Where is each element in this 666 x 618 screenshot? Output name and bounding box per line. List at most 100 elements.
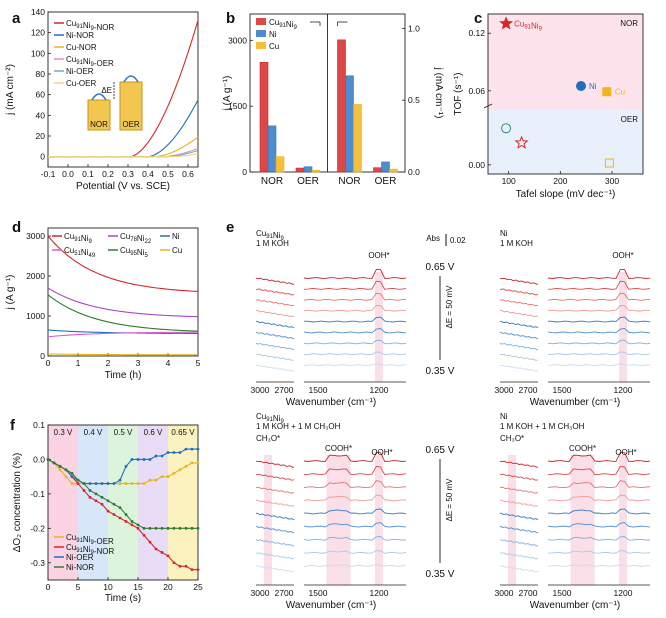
point-f <box>136 482 140 485</box>
spectrum-trace <box>303 305 407 312</box>
spectrum-title-electrolyte: 1 M KOH + 1 M CH₃OH <box>500 422 585 431</box>
y-tick-label-f: -0.2 <box>30 523 45 533</box>
y-tick-label-f: 0.1 <box>33 420 45 430</box>
band-ch3o <box>264 455 272 585</box>
inset-delta-e-label: ΔE <box>101 86 112 95</box>
x-tick-label-d: 2 <box>106 358 111 368</box>
point-f <box>154 478 158 482</box>
y-tick-label-a: 140 <box>31 7 45 17</box>
point-f <box>88 495 92 499</box>
x-tick-label-e: 1200 <box>614 588 633 598</box>
point-f <box>172 471 176 475</box>
x-tick-label-a: 0.1 <box>82 169 94 179</box>
band-ooh <box>619 455 627 585</box>
spectrum-trace <box>547 269 651 279</box>
x-tick-label-f: 15 <box>133 582 143 592</box>
x-tick-label-e: 3000 <box>495 385 514 395</box>
panel-c-frame <box>487 13 644 175</box>
spectrum-trace <box>303 480 407 489</box>
x-axis-label-d: Time (h) <box>105 370 142 381</box>
y-axis-label-d: j (A g⁻¹) <box>5 275 16 311</box>
point-f <box>130 523 134 527</box>
x-category-label-b: NOR <box>261 176 283 187</box>
x-axis-label-a: Potential (V vs. SCE) <box>76 181 170 192</box>
axis-break-c <box>483 103 493 109</box>
panel-label-d: d <box>12 219 21 236</box>
spectrum-trace <box>499 565 539 573</box>
x-axis-label-f: Time (s) <box>105 593 141 604</box>
x-tick-label-e: 1500 <box>553 588 572 598</box>
spectrum-trace <box>499 364 539 372</box>
x-tick-label-a: 0.0 <box>62 169 74 179</box>
point-f <box>172 526 176 530</box>
point-c-star <box>514 135 529 149</box>
point-f <box>190 568 194 572</box>
spectrum-trace <box>255 353 295 361</box>
point-f <box>118 482 122 485</box>
point-label-c: Ni <box>589 82 597 91</box>
point-f <box>94 499 98 503</box>
band-cooh <box>570 455 595 585</box>
inset-arrow-oer <box>123 75 139 83</box>
x-tick-label-d: 5 <box>196 358 201 368</box>
spectrum-trace <box>547 339 651 345</box>
spectrum-trace <box>303 351 407 356</box>
spectrum-trace <box>547 316 651 323</box>
legend-label-f: Cu91Ni9-OER <box>66 533 114 546</box>
y-tick-label-a: 80 <box>36 69 46 79</box>
legend-label-a: Ni-OER <box>66 67 94 76</box>
point-f <box>70 475 74 479</box>
spectrum-trace <box>255 525 295 534</box>
y-tick-label-b-right: 1.0 <box>408 23 420 33</box>
point-f <box>58 468 62 472</box>
point-f <box>172 561 176 565</box>
region-nor <box>488 14 643 110</box>
mark-cooh: COOH* <box>569 444 596 453</box>
region-label-nor: NOR <box>620 19 638 28</box>
y-tick-label-b-right: 0.5 <box>408 95 420 105</box>
spectrum-title-electrolyte: 1 M KOH + 1 M CH₃OH <box>256 422 341 431</box>
x-category-label-b: OER <box>375 176 397 187</box>
point-f <box>88 482 92 485</box>
y-tick-label-a: 40 <box>36 110 46 120</box>
point-f <box>190 461 194 465</box>
point-c-square <box>602 87 612 97</box>
mark-ch3o: CH₃O* <box>500 434 524 443</box>
curve-a-2 <box>47 136 199 158</box>
point-f <box>136 523 140 527</box>
spectrum-trace <box>547 280 651 290</box>
point-f <box>124 513 128 516</box>
spectrum-trace <box>547 351 651 356</box>
spectrum-trace <box>499 277 539 285</box>
y-tick-label-b-left: 0 <box>242 167 247 177</box>
spectrum-trace <box>499 499 539 507</box>
y-axis-label-c: TOF (s⁻¹) <box>453 73 464 116</box>
point-f <box>142 482 146 485</box>
x-tick-label-e: 2700 <box>275 588 294 598</box>
spectrum-trace <box>255 277 295 285</box>
spectrum-title-material: Ni <box>500 412 508 421</box>
legend-label-a: Cu-OER <box>66 79 96 88</box>
spectrum-trace <box>303 522 407 528</box>
mark-ooh: OOH* <box>615 448 636 457</box>
potential-band-f <box>108 425 138 580</box>
spectrum-title-material: Cu91Ni9 <box>256 412 284 425</box>
point-f <box>178 468 182 472</box>
point-f <box>148 526 152 530</box>
point-f <box>148 540 152 544</box>
x-category-label-b: OER <box>297 176 319 187</box>
point-f <box>70 482 74 485</box>
mark-ch3o: CH₃O* <box>256 434 280 443</box>
legend-swatch-b <box>256 18 266 25</box>
x-tick-label-f: 10 <box>103 582 113 592</box>
potential-band-f <box>48 425 78 580</box>
point-f <box>166 451 170 454</box>
bar-b-right <box>337 39 346 173</box>
x-axis-label-e: Wavenumber (cm⁻¹) <box>286 397 376 408</box>
panel-label-f: f <box>10 417 16 434</box>
spectrum-trace <box>303 452 407 462</box>
panel-label-c: c <box>474 10 482 27</box>
legend-label-a: Cu-NOR <box>66 43 97 52</box>
x-tick-label-d: 1 <box>76 358 81 368</box>
legend-label-d: Cu95Ni5 <box>120 246 148 259</box>
